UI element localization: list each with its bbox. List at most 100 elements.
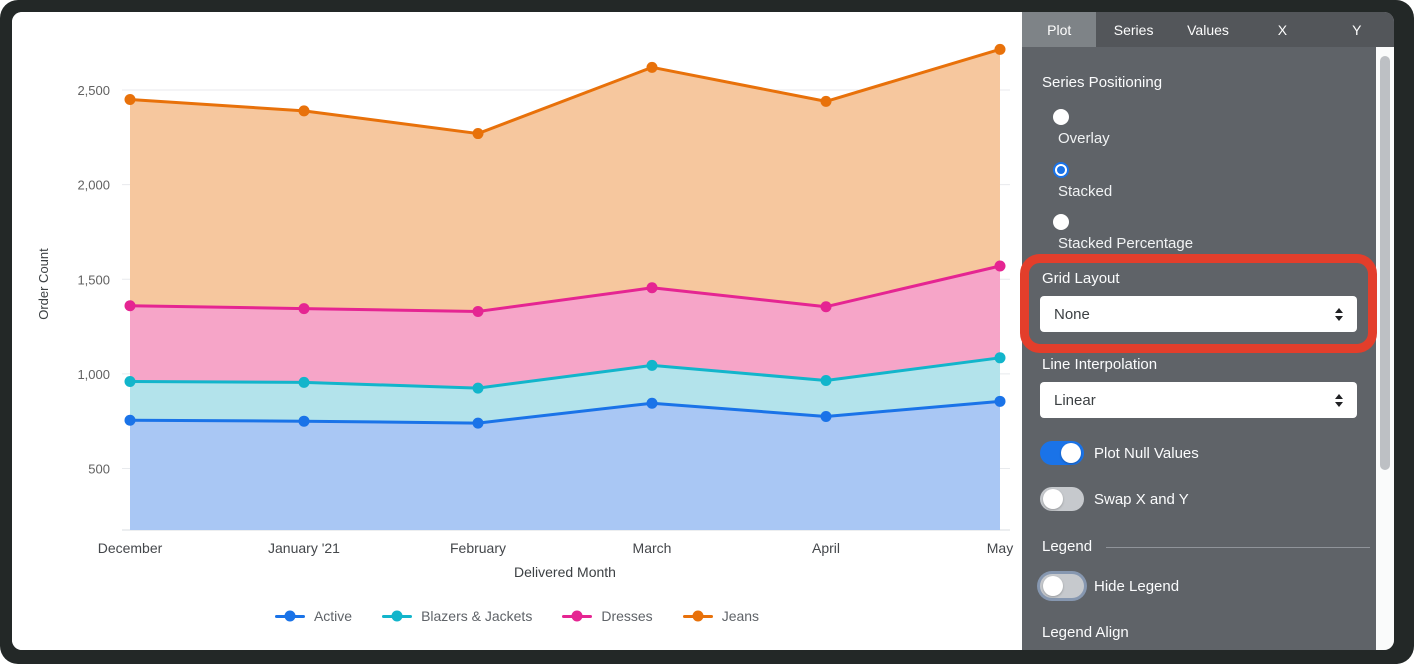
panel-scrollbar-thumb[interactable]	[1380, 56, 1390, 470]
updown-arrows-icon	[1335, 393, 1343, 407]
legend-marker-icon	[682, 610, 713, 622]
radio-icon[interactable]	[1053, 162, 1069, 178]
data-point[interactable]	[820, 95, 832, 107]
legend-align-label: Legend Align	[1042, 624, 1129, 641]
data-point[interactable]	[472, 382, 484, 394]
hide-legend-row: Hide Legend	[1040, 574, 1179, 598]
data-point[interactable]	[124, 94, 136, 105]
grid-layout-select-value: None	[1054, 305, 1090, 323]
y-tick-label: 2,500	[77, 83, 110, 98]
data-point[interactable]	[646, 282, 658, 294]
data-point[interactable]	[298, 303, 310, 315]
legend-label: Active	[313, 608, 353, 624]
series-blazers-jackets	[124, 352, 1006, 394]
series-active	[124, 395, 1006, 429]
tab-plot[interactable]: Plot	[1022, 12, 1097, 47]
x-axis-title: Delivered Month	[514, 564, 616, 580]
data-point[interactable]	[994, 352, 1006, 364]
grid-layout-label: Grid Layout	[1042, 270, 1120, 287]
area-fill-jeans	[130, 49, 1000, 312]
area-fill-blazers-jackets	[130, 357, 1000, 424]
x-tick-label: December	[98, 540, 163, 556]
data-point[interactable]	[472, 128, 484, 140]
legend-item-blazers-jackets[interactable]: Blazers & Jackets	[382, 608, 532, 624]
area-fill-dresses	[130, 266, 1000, 389]
data-point[interactable]	[820, 410, 832, 422]
data-point[interactable]	[472, 305, 484, 317]
plot-null-values-toggle[interactable]	[1040, 441, 1084, 465]
legend-item-dresses[interactable]: Dresses	[562, 608, 653, 624]
series-positioning-label: Series Positioning	[1042, 74, 1163, 91]
radio-option-overlay[interactable]: Overlay	[1053, 109, 1110, 147]
data-point[interactable]	[646, 61, 658, 73]
plot-null-values-label: Plot Null Values	[1094, 444, 1199, 462]
y-tick-label: 500	[88, 462, 110, 477]
radio-icon[interactable]	[1053, 109, 1069, 125]
data-point[interactable]	[820, 375, 832, 387]
radio-label: Stacked	[1058, 183, 1113, 200]
plot-null-values-row: Plot Null Values	[1040, 441, 1199, 465]
legend-label: Jeans	[721, 608, 760, 624]
stacked-area-chart: 500 1,000 1,500 2,000 2,500 December January '…	[36, 43, 1013, 580]
data-point[interactable]	[472, 417, 484, 429]
legend-label: Blazers & Jackets	[421, 608, 533, 624]
data-point[interactable]	[994, 260, 1006, 272]
tab-series[interactable]: Series	[1113, 21, 1154, 38]
x-tick-label: February	[450, 540, 506, 556]
legend-section-label: Legend	[1042, 538, 1093, 555]
tab-x[interactable]: X	[1277, 21, 1288, 38]
legend-marker-icon	[562, 610, 593, 622]
data-point[interactable]	[298, 105, 310, 117]
grid-layout-select[interactable]: None	[1040, 296, 1357, 332]
legend-item-active[interactable]: Active	[274, 608, 353, 624]
updown-arrows-icon	[1335, 307, 1343, 321]
radio-label: Overlay	[1058, 130, 1110, 147]
chart-canvas: 500 1,000 1,500 2,000 2,500 December January '…	[12, 12, 1022, 650]
legend-marker-icon	[274, 610, 305, 622]
data-point[interactable]	[994, 43, 1006, 55]
y-tick-label: 1,000	[77, 367, 110, 382]
panel-scrollbar[interactable]	[1376, 47, 1394, 650]
legend-marker-icon	[382, 610, 413, 622]
x-tick-label: March	[633, 540, 672, 556]
radio-option-stacked[interactable]: Stacked	[1053, 162, 1112, 200]
legend-item-jeans[interactable]: Jeans	[682, 608, 760, 624]
swap-x-and-y-toggle[interactable]	[1040, 487, 1084, 511]
radio-option-stacked-percentage[interactable]: Stacked Percentage	[1053, 214, 1193, 252]
radio-label: Stacked Percentage	[1058, 235, 1194, 252]
chart-legend: Active Blazers & Jackets Dresses Jeans	[12, 608, 1022, 624]
series-jeans	[124, 43, 1006, 140]
tab-y[interactable]: Y	[1352, 21, 1362, 38]
settings-tabbar: Plot Series Values X Y	[1022, 12, 1394, 47]
swap-x-and-y-row: Swap X and Y	[1040, 487, 1189, 511]
y-tick-label: 1,500	[77, 272, 110, 287]
data-point[interactable]	[646, 359, 658, 371]
x-tick-label: May	[987, 540, 1013, 556]
radio-icon[interactable]	[1053, 214, 1069, 230]
series-dresses	[124, 260, 1006, 317]
data-point[interactable]	[124, 300, 136, 312]
data-point[interactable]	[994, 395, 1006, 407]
data-point[interactable]	[820, 301, 832, 313]
data-point[interactable]	[124, 375, 136, 387]
y-axis-title: Order Count	[36, 248, 51, 320]
line-interpolation-select[interactable]: Linear	[1040, 382, 1357, 418]
hide-legend-label: Hide Legend	[1094, 577, 1180, 595]
hide-legend-toggle[interactable]	[1040, 574, 1084, 598]
data-point[interactable]	[298, 376, 310, 388]
swap-x-and-y-label: Swap X and Y	[1094, 490, 1189, 508]
data-point[interactable]	[646, 397, 658, 409]
section-divider	[1106, 547, 1370, 548]
area-fill-active	[130, 401, 1000, 530]
tab-values[interactable]: Values	[1187, 21, 1229, 38]
y-tick-label: 2,000	[77, 178, 110, 193]
settings-panel: Plot Series Values X Y Series Positionin…	[1022, 12, 1394, 650]
x-tick-label: April	[812, 540, 840, 556]
window-content: 500 1,000 1,500 2,000 2,500 December January '…	[12, 12, 1394, 650]
line-interpolation-select-value: Linear	[1054, 391, 1096, 409]
x-tick-label: January '21	[268, 540, 340, 556]
data-point[interactable]	[298, 415, 310, 427]
legend-label: Dresses	[601, 608, 653, 624]
data-point[interactable]	[124, 414, 136, 426]
